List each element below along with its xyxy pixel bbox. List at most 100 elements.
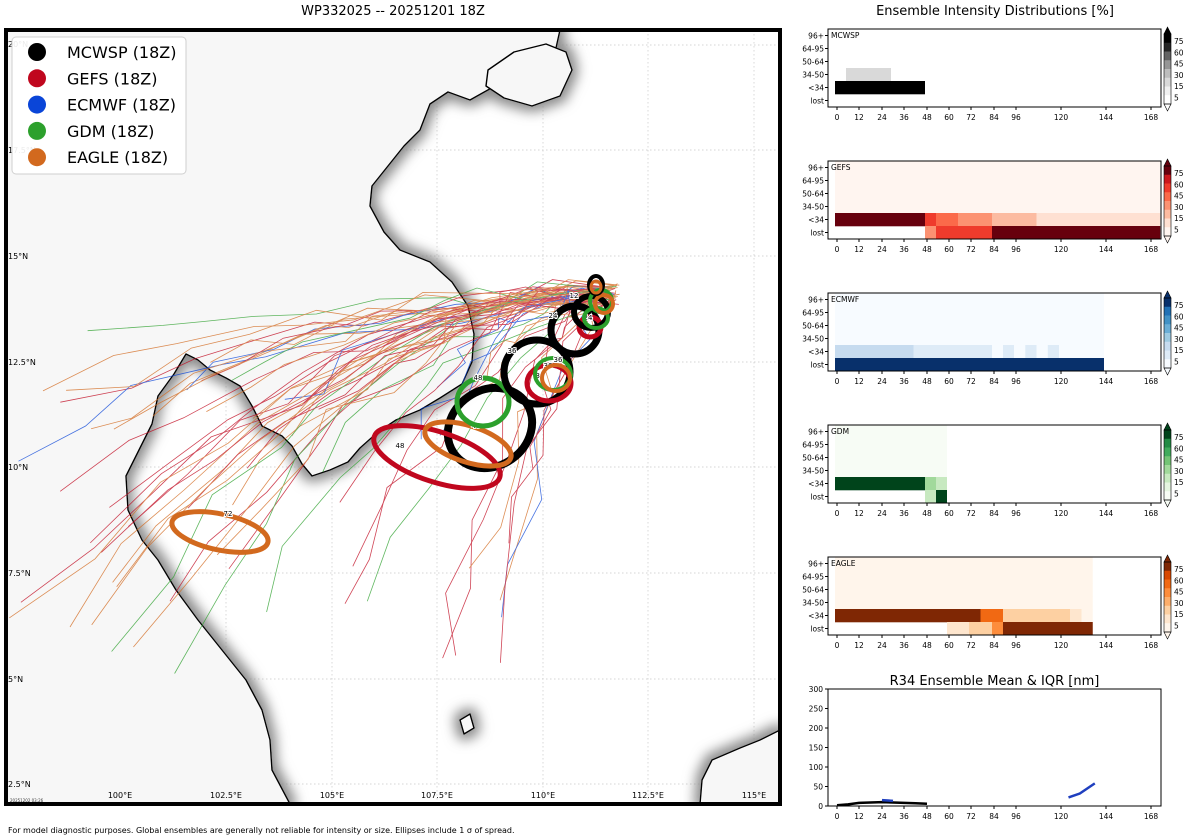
row-label: 64-95 [802, 309, 824, 318]
ensemble-track [206, 286, 612, 412]
x-tick-label: 12 [854, 509, 864, 518]
colorbar-step [1164, 359, 1171, 369]
colorbar-step [1164, 438, 1171, 448]
colorbar-step [1164, 209, 1171, 219]
row-label: 96+ [808, 428, 824, 437]
r34-title: R34 Ensemble Mean & IQR [nm] [890, 674, 1100, 689]
legend-label: MCWSP (18Z) [67, 43, 177, 62]
y-tick-label: 100 [809, 763, 824, 772]
colorbar-label: 5 [1174, 490, 1179, 499]
x-tick-label: 24 [877, 377, 887, 386]
colorbar-label: 30 [1174, 467, 1184, 476]
lon-label: 115°E [742, 791, 766, 800]
x-tick-label: 144 [1099, 641, 1114, 650]
colorbar-step [1164, 491, 1171, 501]
colorbar-step [1164, 579, 1171, 589]
x-tick-label: 0 [835, 245, 840, 254]
x-tick-label: 0 [835, 509, 840, 518]
colorbar-step [1164, 51, 1171, 61]
row-label: 50-64 [802, 190, 824, 199]
colorbar-step [1164, 315, 1171, 325]
heat-cell [936, 226, 969, 240]
colorbar-arrow [1163, 554, 1172, 563]
forecast-ellipse [454, 375, 512, 429]
heat-cell [1003, 345, 1014, 359]
x-tick-label: 36 [899, 245, 909, 254]
lon-label: 100°E [108, 791, 132, 800]
ensemble-track [318, 287, 614, 410]
x-tick-label: 84 [989, 509, 999, 518]
x-tick-label: 72 [966, 509, 976, 518]
heat-cell [936, 213, 958, 227]
ensemble-track [66, 287, 618, 391]
x-tick-label: 12 [854, 113, 864, 122]
forecast-ellipse [169, 509, 271, 555]
x-tick-label: 24 [877, 509, 887, 518]
heat-cell [1003, 609, 1071, 623]
lat-label: 2.5°N [8, 780, 31, 789]
colorbar-label: 60 [1174, 576, 1184, 585]
x-tick-label: 60 [944, 377, 954, 386]
ensemble-track [187, 298, 604, 509]
colorbar-step [1164, 60, 1171, 70]
heat-cell [947, 622, 969, 636]
colorbar-label: 15 [1174, 478, 1184, 487]
x-tick-label: 24 [877, 641, 887, 650]
row-label: 64-95 [802, 45, 824, 54]
x-tick-label: 48 [922, 377, 932, 386]
ellipse-hour-label: 36 [554, 356, 563, 364]
heat-cell [936, 490, 947, 504]
colorbar-label: 45 [1174, 588, 1184, 597]
heat-cell [1025, 345, 1037, 359]
x-tick-label: 168 [1144, 113, 1159, 122]
panel-name: ECMWF [831, 295, 859, 304]
x-tick-label: 60 [944, 812, 954, 821]
heat-cell [835, 332, 1104, 346]
x-tick-label: 60 [944, 509, 954, 518]
colorbar-arrow [1163, 26, 1172, 35]
colorbar-label: 30 [1174, 599, 1184, 608]
intensity-panel: GDM 96+ 64-95 50-64 34-50 <34 lost 0 12 24 36 48 60 7… [802, 422, 1184, 518]
colorbar-label: 5 [1174, 94, 1179, 103]
lon-label: 105°E [320, 791, 344, 800]
heat-cell [835, 293, 1104, 307]
colorbar-step [1164, 473, 1171, 483]
x-tick-label: 60 [944, 641, 954, 650]
colorbar-step [1164, 588, 1171, 598]
x-tick-label: 36 [899, 377, 909, 386]
x-tick-label: 24 [877, 113, 887, 122]
heat-cell [835, 596, 1093, 610]
colorbar-frame [1163, 297, 1172, 369]
legend-marker [28, 121, 46, 140]
x-tick-label: 0 [835, 641, 840, 650]
intensity-panel: MCWSP 96+ 64-95 50-64 34-50 <34 lost 0 12 24 36 48 6… [802, 26, 1184, 122]
heat-cell [846, 68, 891, 82]
colorbar-label: 75 [1174, 565, 1184, 574]
x-tick-label: 168 [1144, 245, 1159, 254]
x-tick-label: 84 [989, 113, 999, 122]
colorbar-step [1164, 605, 1171, 615]
lat-label: 15°N [8, 252, 28, 261]
ensemble-track [133, 301, 604, 648]
ensemble-track [101, 297, 615, 553]
ensemble-track [9, 293, 620, 619]
heat-cell [835, 438, 947, 452]
legend: MCWSP (18Z) GEFS (18Z) ECMWF (18Z) GDM (18Z… [11, 36, 187, 175]
x-tick-label: 0 [835, 812, 840, 821]
lat-label: 7.5°N [8, 569, 31, 578]
heat-cell [835, 200, 1161, 214]
ensemble-track [90, 284, 615, 430]
r34-chart: R34 Ensemble Mean & IQR [nm] 300 250 200 150… [809, 674, 1162, 821]
colorbar-label: 5 [1174, 622, 1179, 631]
row-label: 64-95 [802, 441, 824, 450]
heat-cell [835, 174, 1161, 188]
row-label: <34 [808, 348, 824, 357]
heat-cell [1014, 345, 1026, 359]
colorbar-step [1164, 227, 1171, 237]
legend-label: EAGLE (18Z) [67, 148, 168, 167]
x-tick-label: 72 [966, 245, 976, 254]
colorbar-arrow [1163, 631, 1172, 640]
row-label: 64-95 [802, 177, 824, 186]
